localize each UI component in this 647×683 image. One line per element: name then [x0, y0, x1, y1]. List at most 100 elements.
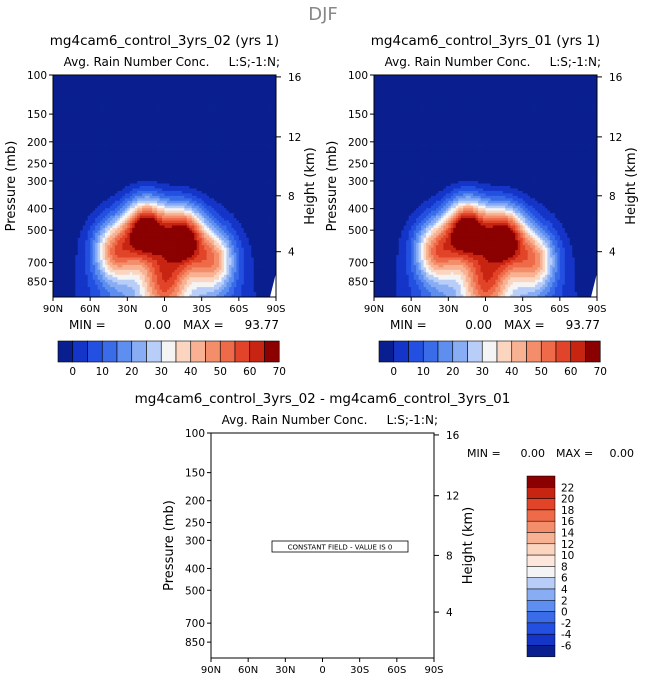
- heatmap-cell: [67, 75, 71, 78]
- heatmap-cell: [102, 134, 106, 138]
- heatmap-cell: [164, 178, 168, 182]
- heatmap-cell: [196, 186, 200, 189]
- heatmap-cell: [132, 146, 136, 150]
- heatmap-cell: [181, 119, 185, 123]
- heatmap-cell: [57, 109, 61, 113]
- heatmap-cell: [253, 161, 257, 165]
- heatmap-cell: [209, 82, 212, 86]
- heatmap-cell: [241, 87, 245, 91]
- heatmap-cell: [109, 139, 113, 142]
- heatmap-cell: [70, 94, 74, 98]
- heatmap-cell: [233, 188, 237, 192]
- heatmap-cell: [206, 114, 210, 118]
- heatmap-cell: [226, 173, 230, 177]
- heatmap-cell: [137, 161, 141, 165]
- heatmap-cell: [107, 156, 111, 160]
- heatmap-cell: [95, 210, 98, 214]
- heatmap-cell: [194, 146, 198, 150]
- heatmap-cell: [75, 156, 79, 160]
- heatmap-cell: [243, 161, 247, 165]
- heatmap-cell: [219, 102, 222, 105]
- heatmap-cell: [152, 181, 155, 184]
- heatmap-cell: [53, 173, 56, 177]
- heatmap-cell: [100, 139, 103, 142]
- heatmap-cell: [253, 156, 257, 160]
- heatmap-cell: [241, 84, 245, 88]
- heatmap-cell: [157, 163, 160, 167]
- heatmap-cell: [223, 119, 227, 123]
- heatmap-cell: [243, 75, 247, 78]
- heatmap-cell: [107, 178, 111, 182]
- heatmap-cell: [209, 141, 212, 145]
- heatmap-cell: [206, 136, 210, 140]
- heatmap-cell: [100, 99, 103, 103]
- heatmap-cell: [199, 181, 203, 184]
- heatmap-cell: [114, 208, 118, 212]
- heatmap-cell: [77, 203, 81, 207]
- heatmap-cell: [159, 89, 163, 93]
- heatmap-cell: [194, 203, 198, 207]
- heatmap-cell: [102, 89, 106, 93]
- heatmap-cell: [184, 79, 188, 83]
- heatmap-cell: [134, 119, 138, 123]
- heatmap-cell: [216, 129, 220, 133]
- heatmap-cell: [90, 119, 94, 123]
- heatmap-cell: [154, 77, 158, 81]
- heatmap-cell: [55, 178, 59, 182]
- heatmap-cell: [62, 141, 66, 145]
- heatmap-cell: [95, 163, 98, 167]
- heatmap-cell: [176, 114, 180, 118]
- heatmap-cell: [124, 121, 128, 125]
- heatmap-cell: [154, 205, 158, 209]
- heatmap-cell: [87, 136, 91, 140]
- heatmap-cell: [228, 156, 232, 160]
- heatmap-cell: [127, 173, 131, 177]
- heatmap-cell: [181, 102, 185, 105]
- heatmap-cell: [92, 116, 96, 120]
- heatmap-cell: [112, 121, 116, 125]
- heatmap-cell: [221, 131, 225, 135]
- heatmap-cell: [248, 92, 252, 96]
- heatmap-cell: [246, 176, 250, 179]
- heatmap-cell: [127, 99, 131, 103]
- heatmap-cell: [139, 203, 143, 207]
- heatmap-cell: [109, 94, 113, 98]
- heatmap-cell: [209, 205, 212, 209]
- heatmap-cell: [251, 188, 255, 192]
- heatmap-cell: [100, 163, 103, 167]
- heatmap-cell: [65, 210, 69, 214]
- heatmap-cell: [70, 149, 74, 152]
- heatmap-cell: [184, 87, 188, 91]
- heatmap-cell: [67, 151, 71, 155]
- heatmap-cell: [67, 210, 71, 214]
- heatmap-cell: [199, 87, 203, 91]
- heatmap-cell: [55, 75, 59, 78]
- heatmap-cell: [87, 158, 91, 162]
- heatmap-cell: [159, 114, 163, 118]
- heatmap-cell: [90, 134, 94, 138]
- heatmap-cell: [119, 198, 123, 202]
- heatmap-cell: [174, 146, 178, 150]
- heatmap-cell: [75, 186, 79, 189]
- heatmap-cell: [186, 183, 190, 187]
- heatmap-cell: [228, 134, 232, 138]
- heatmap-cell: [119, 193, 123, 197]
- heatmap-cell: [109, 104, 113, 108]
- heatmap-cell: [199, 136, 203, 140]
- heatmap-cell: [112, 136, 116, 140]
- heatmap-cell: [92, 158, 96, 162]
- heatmap-cell: [134, 181, 138, 184]
- heatmap-cell: [122, 208, 126, 212]
- heatmap-cell: [102, 168, 106, 172]
- heatmap-cell: [219, 131, 222, 135]
- heatmap-cell: [236, 139, 240, 142]
- heatmap-cell: [246, 173, 250, 177]
- heatmap-cell: [233, 193, 237, 197]
- heatmap-cell: [53, 161, 56, 165]
- heatmap-cell: [176, 144, 180, 147]
- heatmap-cell: [67, 171, 71, 175]
- heatmap-cell: [112, 114, 116, 118]
- heatmap-cell: [253, 200, 257, 204]
- heatmap-cell: [87, 166, 91, 170]
- heatmap-cell: [92, 171, 96, 175]
